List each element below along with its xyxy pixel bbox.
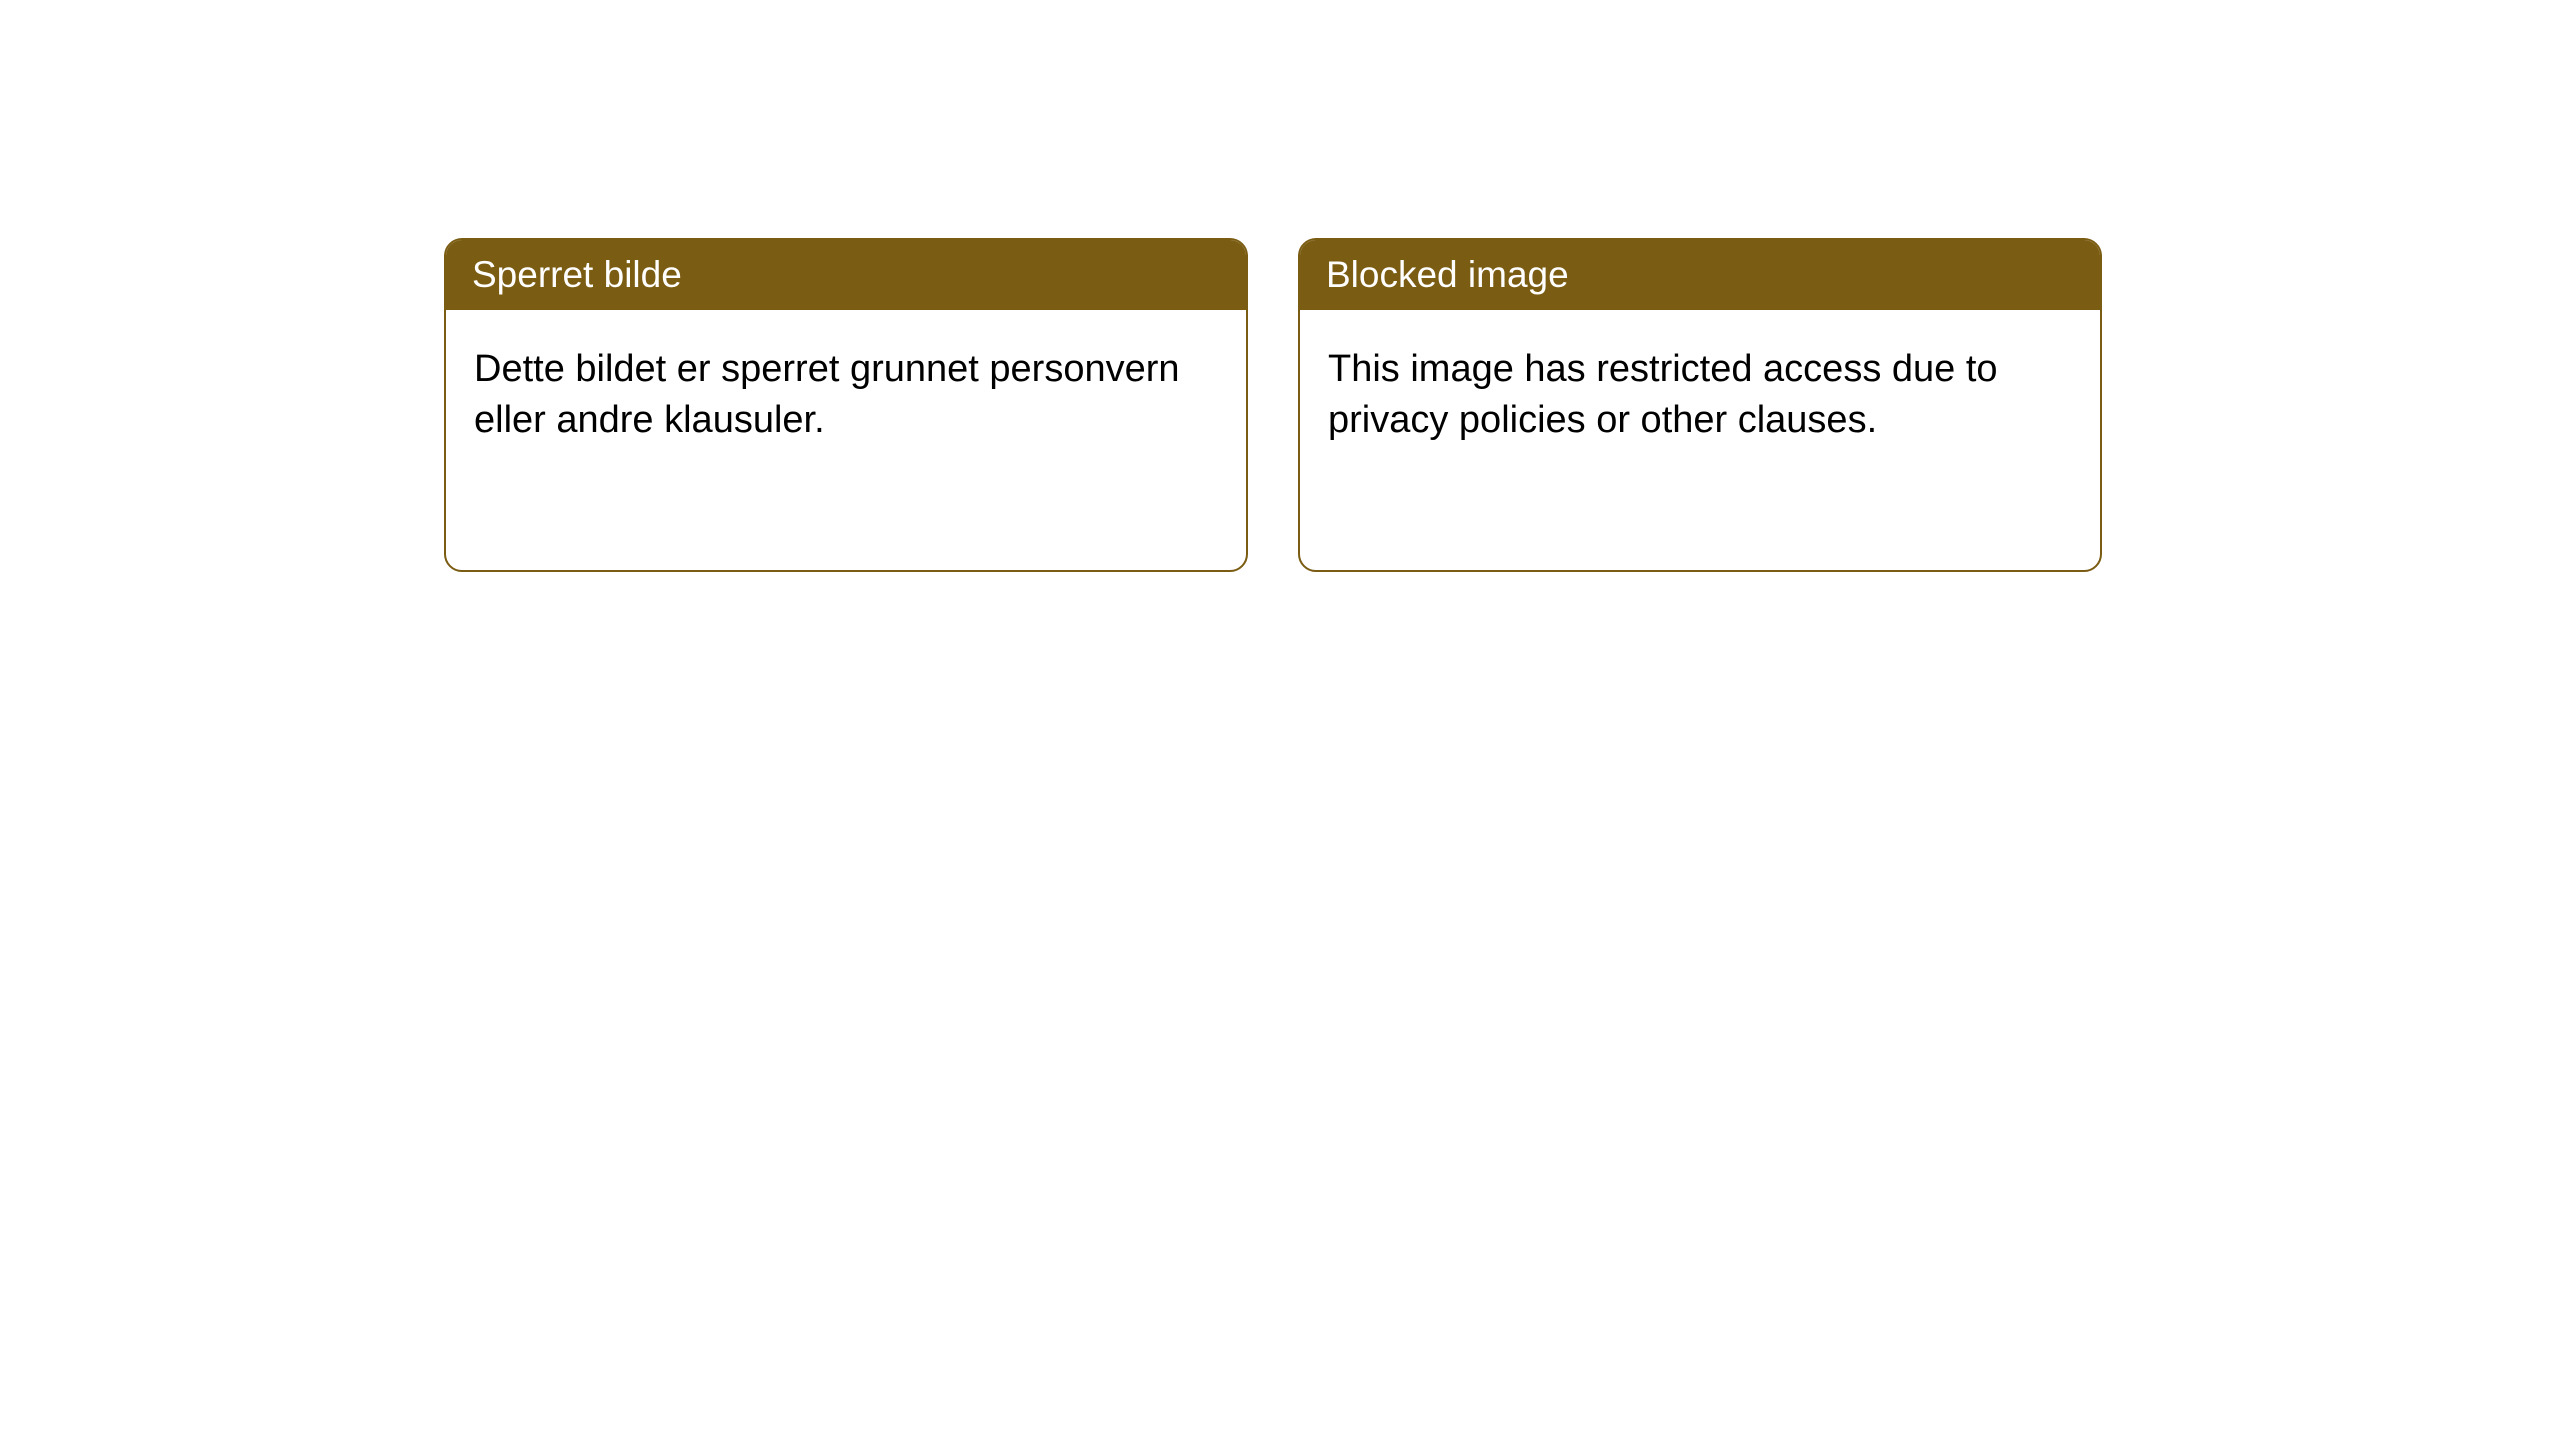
notice-cards-container: Sperret bilde Dette bildet er sperret gr… <box>0 0 2560 572</box>
notice-card-norwegian: Sperret bilde Dette bildet er sperret gr… <box>444 238 1248 572</box>
notice-body: Dette bildet er sperret grunnet personve… <box>446 310 1246 481</box>
notice-title: Blocked image <box>1300 240 2100 310</box>
notice-card-english: Blocked image This image has restricted … <box>1298 238 2102 572</box>
notice-body: This image has restricted access due to … <box>1300 310 2100 481</box>
notice-title: Sperret bilde <box>446 240 1246 310</box>
